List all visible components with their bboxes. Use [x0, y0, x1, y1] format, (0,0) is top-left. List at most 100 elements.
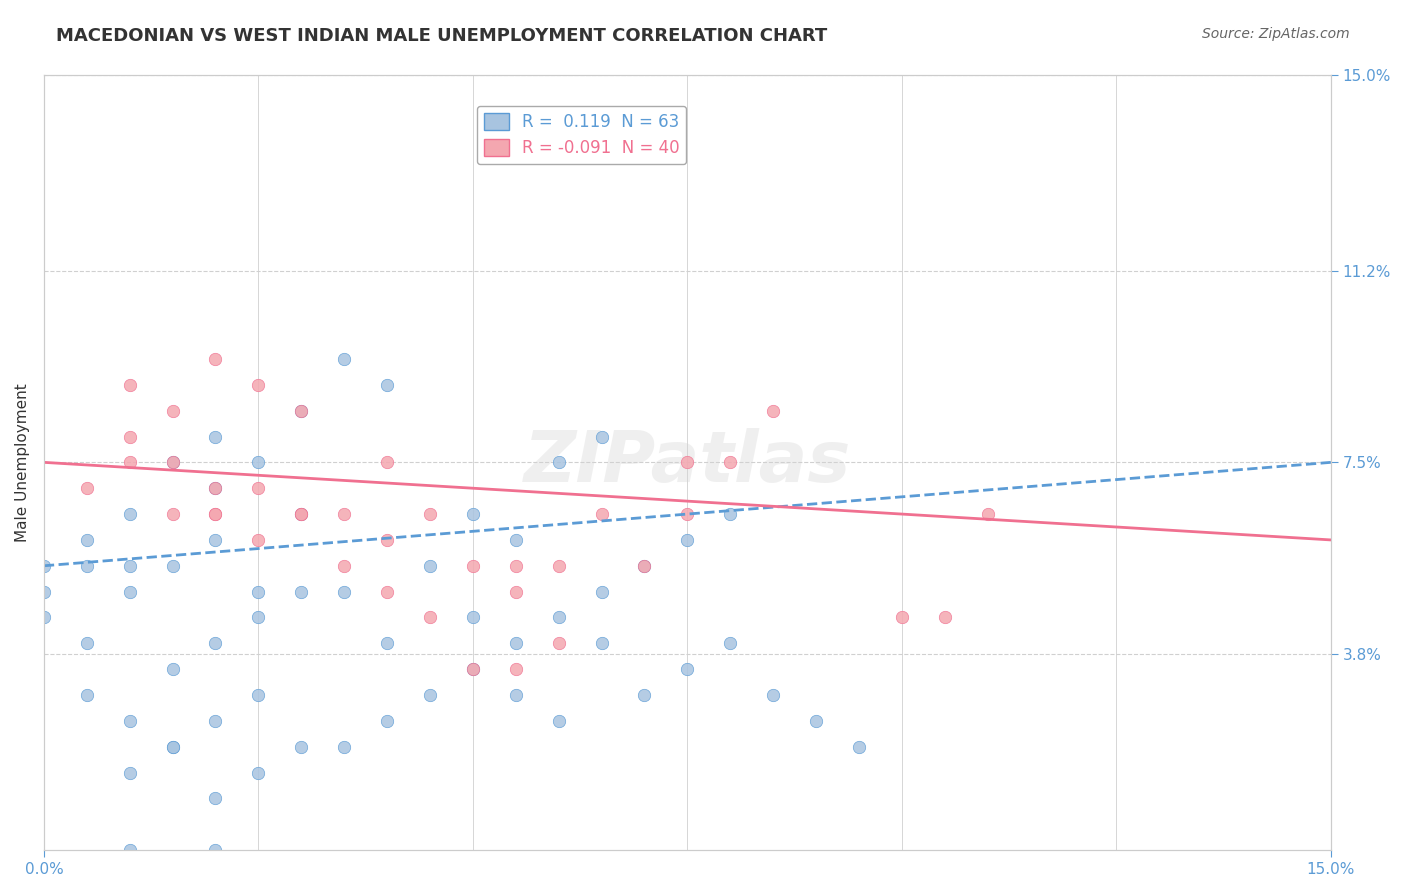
Point [162, 662, 184, 676]
Point [375, 636, 398, 650]
Point [247, 377, 270, 392]
Point [676, 507, 699, 521]
Point [118, 377, 141, 392]
Point [118, 455, 141, 469]
Point [32, 610, 55, 624]
Point [162, 558, 184, 573]
Text: MACEDONIAN VS WEST INDIAN MALE UNEMPLOYMENT CORRELATION CHART: MACEDONIAN VS WEST INDIAN MALE UNEMPLOYM… [56, 27, 828, 45]
Point [118, 765, 141, 780]
Point [162, 455, 184, 469]
Point [118, 507, 141, 521]
Point [848, 739, 870, 754]
Point [76, 481, 98, 495]
Point [505, 558, 527, 573]
Point [333, 351, 356, 366]
Point [419, 507, 441, 521]
Point [461, 662, 484, 676]
Point [375, 714, 398, 728]
Point [804, 714, 827, 728]
Point [505, 662, 527, 676]
Point [118, 429, 141, 443]
Point [76, 636, 98, 650]
Point [247, 455, 270, 469]
Point [375, 584, 398, 599]
Point [591, 429, 613, 443]
Point [162, 739, 184, 754]
Point [419, 558, 441, 573]
Point [591, 584, 613, 599]
Point [333, 507, 356, 521]
Point [162, 739, 184, 754]
Point [461, 558, 484, 573]
Point [461, 507, 484, 521]
Point [290, 739, 312, 754]
Point [461, 662, 484, 676]
Point [934, 610, 956, 624]
Point [76, 558, 98, 573]
Point [633, 688, 655, 702]
Point [419, 688, 441, 702]
Point [591, 507, 613, 521]
Point [890, 610, 912, 624]
Point [547, 636, 569, 650]
Point [676, 533, 699, 547]
Point [375, 455, 398, 469]
Point [290, 507, 312, 521]
Point [505, 688, 527, 702]
Point [204, 533, 226, 547]
Point [976, 507, 998, 521]
Point [204, 481, 226, 495]
Point [375, 533, 398, 547]
Point [290, 507, 312, 521]
Y-axis label: Male Unemployment: Male Unemployment [15, 383, 30, 541]
Point [162, 403, 184, 417]
Legend: R =  0.119  N = 63, R = -0.091  N = 40: R = 0.119 N = 63, R = -0.091 N = 40 [477, 106, 686, 164]
Point [633, 558, 655, 573]
Point [333, 558, 356, 573]
Point [718, 507, 741, 521]
Point [118, 714, 141, 728]
Point [162, 455, 184, 469]
Point [547, 558, 569, 573]
Point [247, 765, 270, 780]
Point [204, 507, 226, 521]
Point [290, 507, 312, 521]
Point [204, 429, 226, 443]
Point [204, 714, 226, 728]
Point [247, 610, 270, 624]
Point [419, 610, 441, 624]
Point [505, 584, 527, 599]
Point [247, 584, 270, 599]
Point [204, 636, 226, 650]
Point [375, 377, 398, 392]
Point [247, 481, 270, 495]
Point [118, 584, 141, 599]
Point [204, 843, 226, 857]
Point [204, 481, 226, 495]
Point [290, 403, 312, 417]
Point [118, 558, 141, 573]
Point [32, 584, 55, 599]
Point [676, 662, 699, 676]
Point [547, 714, 569, 728]
Point [547, 610, 569, 624]
Point [591, 636, 613, 650]
Point [762, 688, 785, 702]
Point [204, 507, 226, 521]
Point [162, 507, 184, 521]
Point [333, 739, 356, 754]
Point [118, 843, 141, 857]
Point [461, 610, 484, 624]
Point [333, 584, 356, 599]
Point [762, 403, 785, 417]
Text: ZIPatlas: ZIPatlas [523, 428, 851, 497]
Point [505, 636, 527, 650]
Point [204, 791, 226, 805]
Text: Source: ZipAtlas.com: Source: ZipAtlas.com [1202, 27, 1350, 41]
Point [633, 558, 655, 573]
Point [247, 533, 270, 547]
Point [718, 455, 741, 469]
Point [32, 558, 55, 573]
Point [76, 688, 98, 702]
Point [204, 351, 226, 366]
